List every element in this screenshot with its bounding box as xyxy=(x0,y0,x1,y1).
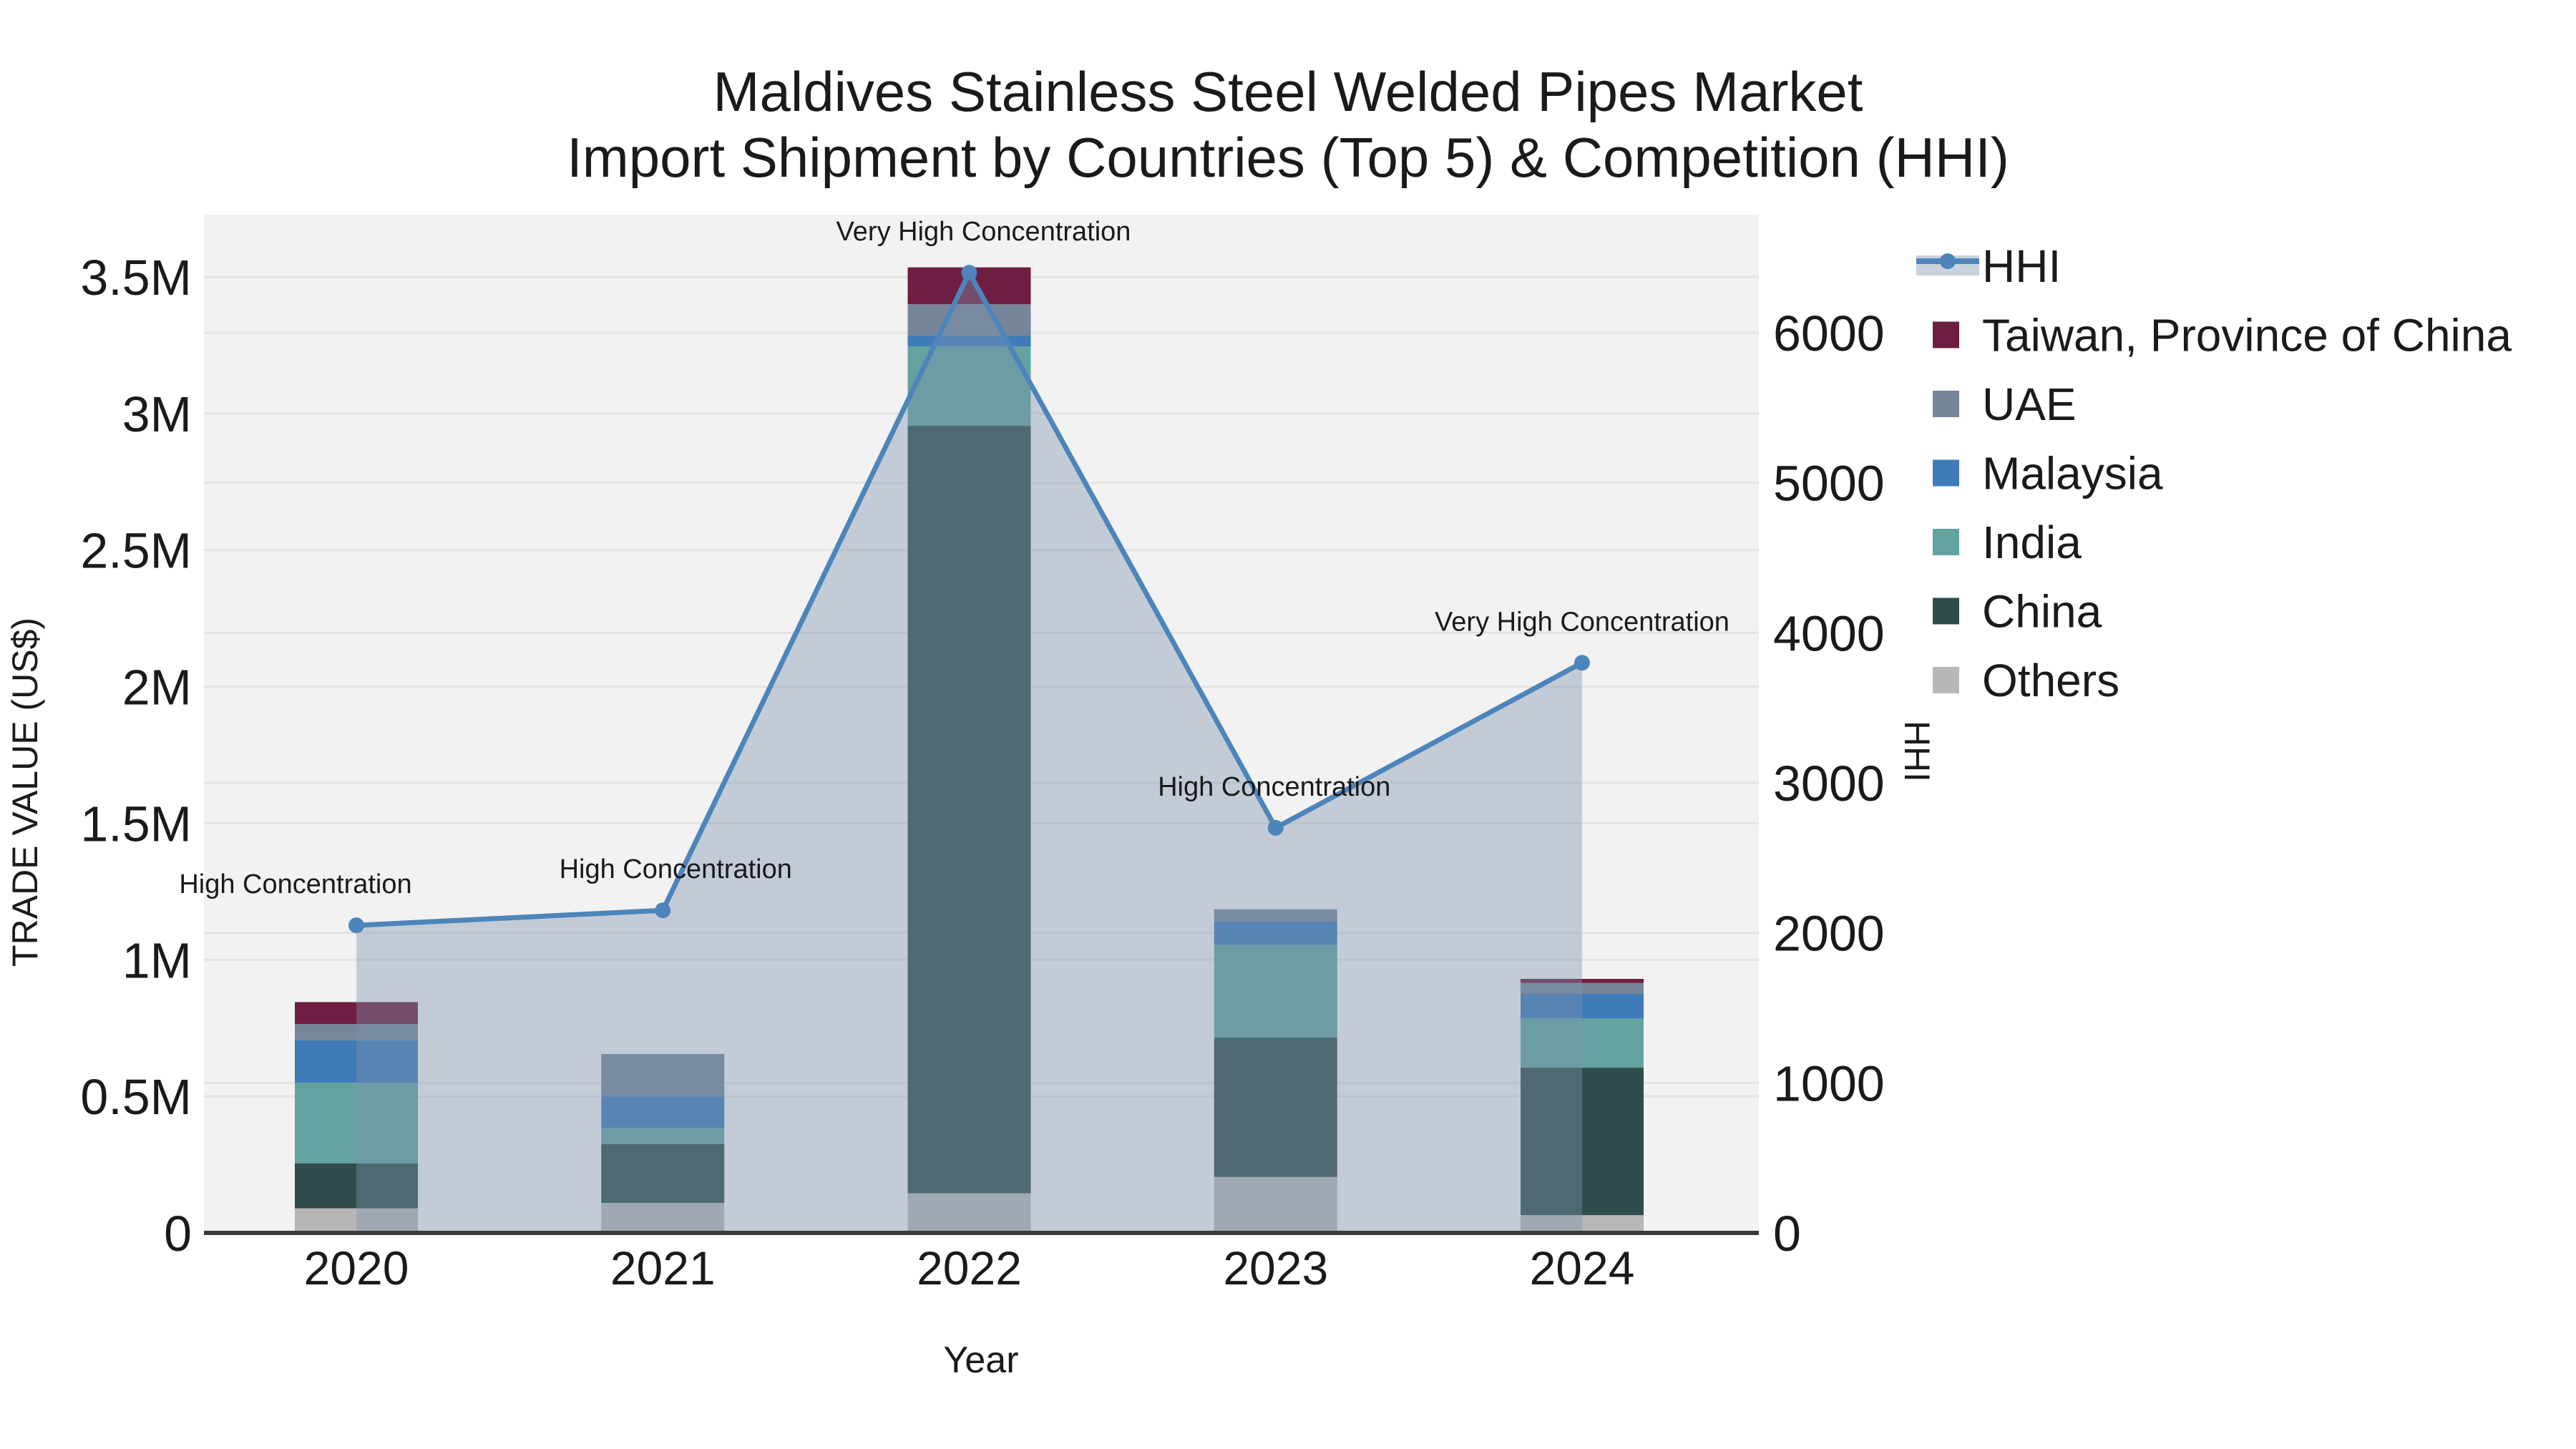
hhi-marker-2020[interactable] xyxy=(348,917,364,934)
bar-segment-2024-china[interactable] xyxy=(1521,1068,1644,1216)
bar-segment-2022-others[interactable] xyxy=(907,1193,1031,1233)
legend-item-malaysia[interactable]: Malaysia xyxy=(1933,448,2163,499)
bar-segment-2024-india[interactable] xyxy=(1521,1018,1644,1068)
chart-title-line2: Import Shipment by Countries (Top 5) & C… xyxy=(567,126,2009,189)
bar-segment-2021-malaysia[interactable] xyxy=(601,1096,725,1128)
bar-segment-2024-uae[interactable] xyxy=(1521,982,1644,994)
right-tick-label: 0 xyxy=(1773,1206,1801,1262)
left-tick-label: 3M xyxy=(122,386,192,442)
right-tick-label: 2000 xyxy=(1773,906,1885,962)
hhi-area xyxy=(356,273,1582,1234)
right-tick-label: 3000 xyxy=(1773,756,1885,811)
x-axis-title: Year xyxy=(943,1340,1018,1381)
bar-segment-2021-others[interactable] xyxy=(601,1203,725,1233)
bar-segment-2023-malaysia[interactable] xyxy=(1214,921,1337,945)
bar-segment-2024-taiwan-province-of-china[interactable] xyxy=(1521,979,1644,983)
legend-label: Taiwan, Province of China xyxy=(1982,310,2512,361)
legend-item-taiwan-province-of-china[interactable]: Taiwan, Province of China xyxy=(1933,310,2512,361)
right-tick-label: 4000 xyxy=(1773,605,1885,661)
left-tick-label: 1.5M xyxy=(80,796,192,852)
annotation-2023: High Concentration xyxy=(1158,772,1390,802)
bar-segment-2021-china[interactable] xyxy=(601,1143,725,1204)
bar-segment-2023-others[interactable] xyxy=(1214,1176,1337,1233)
legend-label: Others xyxy=(1982,655,2119,706)
bar-segment-2020-malaysia[interactable] xyxy=(295,1040,418,1083)
bar-segment-2020-uae[interactable] xyxy=(295,1023,418,1040)
legend-swatch xyxy=(1933,391,1959,417)
annotations: High Concentration High Concentration Very… xyxy=(179,217,1729,899)
x-tick-label-2022: 2022 xyxy=(917,1241,1022,1294)
left-tick-label: 1M xyxy=(122,932,192,988)
bar-segment-2024-malaysia[interactable] xyxy=(1521,994,1644,1019)
left-axis-title: TRADE VALUE (US$) xyxy=(5,618,45,967)
left-tick-label: 2.5M xyxy=(80,523,192,579)
left-tick-label: 3.5M xyxy=(80,250,192,306)
bar-segment-2020-taiwan-province-of-china[interactable] xyxy=(295,1002,418,1024)
annotation-2021: High Concentration xyxy=(560,854,792,884)
left-tick-label: 2M xyxy=(122,660,192,716)
hhi-marker-2021[interactable] xyxy=(655,902,671,919)
right-tick-label: 1000 xyxy=(1773,1055,1885,1111)
stacked-bars xyxy=(295,267,1644,1233)
legend-item-uae[interactable]: UAE xyxy=(1933,379,2077,430)
legend: HHI Taiwan, Province of China UAE Malaysia I… xyxy=(1916,240,2512,706)
x-tick-label-2021: 2021 xyxy=(610,1241,716,1294)
legend-hhi-marker-icon xyxy=(1940,253,1956,269)
bar-segment-2023-china[interactable] xyxy=(1214,1038,1337,1177)
legend-swatch xyxy=(1933,459,1959,487)
hhi-marker-2023[interactable] xyxy=(1267,819,1284,836)
legend-item-china[interactable]: China xyxy=(1933,586,2102,638)
bar-segment-2020-china[interactable] xyxy=(295,1163,418,1209)
hhi-markers xyxy=(348,265,1590,934)
legend-label: India xyxy=(1982,517,2082,568)
bar-segment-2020-others[interactable] xyxy=(295,1208,418,1233)
legend-label: UAE xyxy=(1982,379,2077,430)
legend-item-hhi[interactable]: HHI xyxy=(1916,240,2061,292)
annotation-2024: Very High Concentration xyxy=(1435,607,1729,637)
right-axis-title: HHI xyxy=(1897,721,1937,782)
bar-segment-2020-india[interactable] xyxy=(295,1083,418,1163)
legend-swatch xyxy=(1933,529,1959,555)
legend-swatch xyxy=(1933,597,1959,625)
right-tick-label: 5000 xyxy=(1773,456,1885,512)
bar-segment-2024-others[interactable] xyxy=(1521,1215,1644,1233)
x-tick-label-2020: 2020 xyxy=(304,1241,409,1294)
x-tick-label-2023: 2023 xyxy=(1223,1241,1328,1294)
legend-label: HHI xyxy=(1982,240,2061,292)
legend-item-india[interactable]: India xyxy=(1933,517,2082,568)
chart-title-line1: Maldives Stainless Steel Welded Pipes Ma… xyxy=(713,60,1863,123)
bar-segment-2022-china[interactable] xyxy=(907,426,1031,1194)
left-tick-label: 0.5M xyxy=(80,1069,192,1125)
hhi-area-fill xyxy=(356,273,1582,1234)
bar-segment-2021-uae[interactable] xyxy=(601,1053,725,1097)
bar-segment-2023-india[interactable] xyxy=(1214,945,1337,1038)
legend-swatch xyxy=(1933,321,1959,348)
annotation-2020: High Concentration xyxy=(179,869,411,899)
bar-segment-2022-uae[interactable] xyxy=(907,304,1031,336)
hhi-marker-2024[interactable] xyxy=(1574,655,1590,671)
legend-label: Malaysia xyxy=(1982,448,2163,499)
annotation-2022: Very High Concentration xyxy=(836,217,1131,247)
legend-label: China xyxy=(1982,586,2102,638)
x-tick-label-2024: 2024 xyxy=(1530,1241,1635,1294)
right-tick-label: 6000 xyxy=(1773,306,1885,361)
legend-swatch xyxy=(1933,667,1959,693)
hhi-marker-2022[interactable] xyxy=(961,265,977,281)
legend-item-others[interactable]: Others xyxy=(1933,655,2119,706)
bar-segment-2023-uae[interactable] xyxy=(1214,909,1337,922)
left-tick-label: 0 xyxy=(164,1206,192,1262)
axis-tick-labels: 0 0.5M 1M 1.5M 2M 2.5M 3M 3.5M 0 1000 2000 3000 4000… xyxy=(80,250,1884,1294)
bar-segment-2021-india[interactable] xyxy=(601,1128,725,1144)
